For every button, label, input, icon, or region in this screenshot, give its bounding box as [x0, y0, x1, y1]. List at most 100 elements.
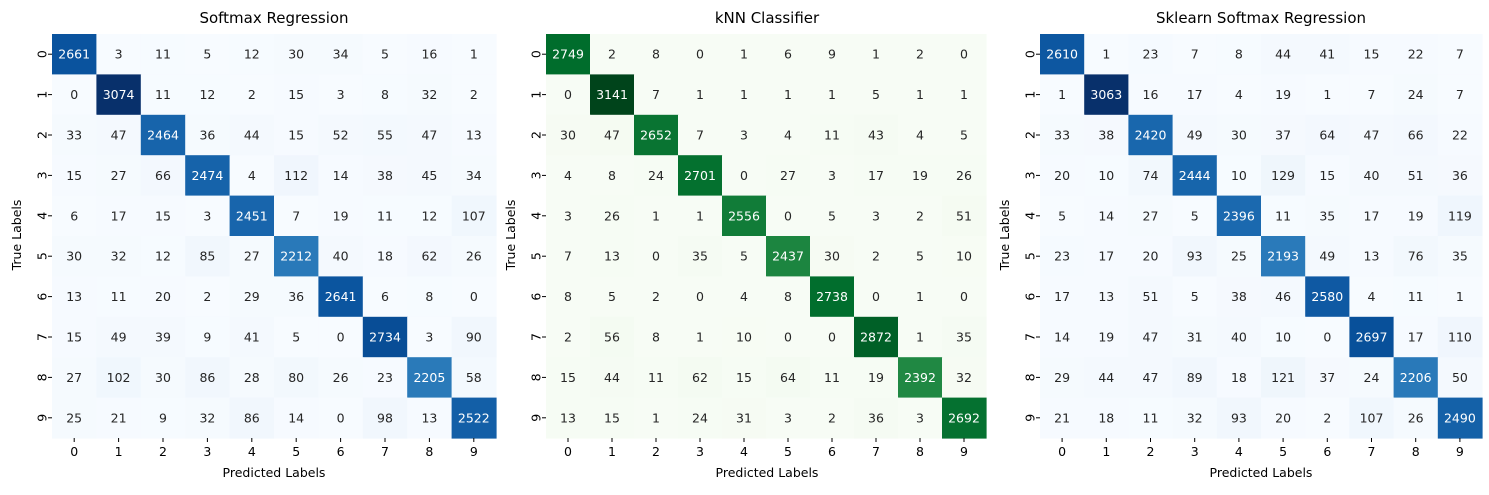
cell-value-label: 1	[696, 330, 704, 345]
heatmap-cell	[318, 316, 364, 358]
heatmap-cell	[451, 114, 497, 156]
cell-value-label: 26	[333, 370, 349, 385]
cell-value-label: 3	[916, 410, 924, 425]
cell-value-label: 4	[784, 128, 792, 143]
cell-value-label: 24	[1408, 87, 1424, 102]
cell-value-label: 26	[956, 168, 972, 183]
heatmap-cell	[1393, 155, 1439, 197]
heatmap-cell	[318, 74, 364, 116]
heatmap-cell	[810, 236, 855, 277]
cell-value-label: 1	[470, 47, 478, 62]
x-tick-label: 0	[564, 444, 572, 459]
cell-value-label: 15	[66, 168, 82, 183]
y-tick-label: 4	[35, 212, 50, 220]
heatmap-cell	[1393, 316, 1439, 358]
heatmap-cell	[942, 236, 987, 277]
cell-value-label: 64	[780, 370, 796, 385]
heatmap-cell	[898, 155, 943, 197]
heatmap-cell	[229, 236, 275, 277]
heatmap-panel-sklearn-softmax: Sklearn Softmax Regression Predicted Lab…	[997, 9, 1483, 480]
heatmap-cell	[185, 276, 231, 318]
cell-value-label: 30	[1231, 128, 1247, 143]
x-axis-label: Predicted Labels	[223, 465, 326, 480]
heatmap-cell	[1437, 316, 1483, 358]
x-tick-label: 5	[292, 444, 300, 459]
cell-value-label: 2692	[948, 410, 980, 425]
x-tick-label: 9	[960, 444, 968, 459]
x-tick-label: 7	[381, 444, 389, 459]
heatmap-cell	[185, 74, 231, 116]
y-tick-label: 1	[35, 91, 50, 99]
heatmap-cell	[810, 276, 855, 318]
heatmap-cell	[451, 276, 497, 318]
heatmap-cell	[1216, 114, 1262, 156]
cell-value-label: 2	[828, 410, 836, 425]
cell-value-label: 15	[155, 208, 171, 223]
cell-value-label: 32	[421, 87, 437, 102]
cell-value-label: 11	[155, 87, 171, 102]
heatmap-cell	[1393, 114, 1439, 156]
cell-value-label: 35	[1319, 208, 1335, 223]
cell-value-label: 27	[66, 370, 82, 385]
cell-value-label: 23	[1054, 249, 1070, 264]
heatmap-cell	[942, 195, 987, 237]
heatmap-cell	[854, 114, 899, 156]
cell-value-label: 66	[1408, 128, 1424, 143]
heatmap-cell	[1305, 74, 1350, 116]
cell-value-label: 13	[421, 410, 437, 425]
cell-value-label: 0	[652, 249, 660, 264]
cell-value-label: 35	[1452, 249, 1468, 264]
cell-value-label: 9	[203, 330, 211, 345]
heatmap-cell	[1261, 195, 1306, 237]
x-tick-label: 8	[1412, 444, 1420, 459]
heatmap-cell	[810, 357, 855, 399]
heatmap-cell	[274, 397, 319, 439]
heatmap-cell	[942, 397, 987, 439]
heatmap-cell	[1393, 74, 1439, 116]
heatmap-cell	[52, 34, 97, 75]
heatmap-cell	[546, 34, 591, 75]
cell-value-label: 17	[868, 168, 884, 183]
heatmap-cell	[1437, 114, 1483, 156]
y-tick-label: 7	[35, 333, 50, 341]
cell-value-label: 30	[66, 249, 82, 264]
x-tick-label: 2	[159, 444, 167, 459]
heatmap-cell	[942, 155, 987, 197]
cell-value-label: 1	[784, 87, 792, 102]
cell-value-label: 3	[115, 47, 123, 62]
heatmap-cell	[362, 155, 408, 197]
cell-value-label: 55	[377, 128, 393, 143]
cell-value-label: 7	[652, 87, 660, 102]
heatmap-cell	[96, 357, 142, 399]
heatmap-cell	[318, 357, 364, 399]
cell-value-label: 38	[1231, 289, 1247, 304]
heatmap-cell	[678, 397, 723, 439]
cell-value-label: 2	[652, 289, 660, 304]
cell-value-label: 2	[872, 249, 880, 264]
heatmap-cell	[229, 357, 275, 399]
heatmap-cell	[1216, 357, 1262, 399]
cell-value-label: 11	[824, 128, 840, 143]
heatmap-cell	[1261, 397, 1306, 439]
cell-value-label: 6	[381, 289, 389, 304]
heatmap-cell	[140, 276, 186, 318]
y-tick-label: 0	[35, 50, 50, 58]
cell-value-label: 7	[696, 128, 704, 143]
cell-value-label: 93	[1187, 249, 1203, 264]
cell-value-label: 2451	[236, 208, 268, 223]
heatmap-cell	[274, 357, 319, 399]
y-tick-label: 6	[35, 293, 50, 301]
heatmap-cell	[318, 276, 364, 318]
cell-value-label: 2749	[552, 47, 584, 62]
cell-value-label: 23	[1143, 47, 1159, 62]
heatmap-cell	[229, 397, 275, 439]
heatmap-cell	[362, 114, 408, 156]
heatmap-cell	[362, 195, 408, 237]
heatmap-cell	[1216, 397, 1262, 439]
cell-value-label: 2580	[1311, 289, 1343, 304]
cell-value-label: 47	[1143, 330, 1159, 345]
heatmap-cell	[1128, 236, 1174, 277]
x-tick-label: 9	[1456, 444, 1464, 459]
heatmap-cell	[1349, 397, 1395, 439]
heatmap-cell	[362, 236, 408, 277]
